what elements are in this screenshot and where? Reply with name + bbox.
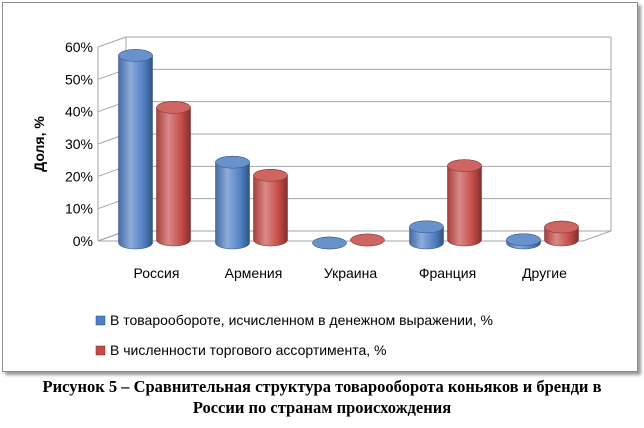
bar-top-Россия-series-1 (118, 49, 153, 62)
y-tick-label: 50% (65, 71, 93, 87)
caption-line-2: России по странам происхождения (192, 398, 452, 417)
bar-top-Украина-series-1 (312, 236, 347, 250)
y-tick-label: 10% (65, 201, 93, 217)
y-tick-label: 60% (65, 39, 93, 55)
bar-Россия-series-2 (156, 101, 191, 247)
x-tick-label-Армения: Армения (225, 265, 283, 281)
bar-top-Другие-series-1 (506, 233, 541, 247)
chart-plot: 0% 10% 20% 30% 40% 50% 60% Доля, % Россия Армения… (31, 36, 612, 358)
bar-top-Армения-series-2 (253, 169, 288, 182)
bar-Россия-series-1 (118, 49, 153, 250)
legend-label-series-2: В численности торгового ассортимента, % (110, 342, 386, 358)
x-tick-label-Франция: Франция (419, 265, 476, 281)
figure-caption: Рисунок 5 – Сравнительная структура това… (0, 376, 644, 418)
y-axis-title: Доля, % (31, 116, 47, 172)
bar-top-Франция-series-2 (447, 159, 482, 172)
x-tick-label-Украина: Украина (324, 265, 378, 281)
bar-top-Украина-series-2 (350, 233, 385, 247)
x-tick-label-Россия: Россия (134, 265, 180, 281)
legend-swatch-series-1 (95, 315, 106, 326)
bar-Франция-series-2 (447, 159, 482, 247)
y-tick-label: 20% (65, 168, 93, 184)
bar-Армения-series-1 (215, 155, 250, 250)
chart-frame: 0% 10% 20% 30% 40% 50% 60% Доля, % Россия Армения… (2, 2, 638, 372)
bar-top-Другие-series-2 (544, 220, 579, 234)
y-tick-label: 0% (73, 233, 93, 249)
bar-top-Армения-series-1 (215, 155, 250, 169)
y-tick-label: 40% (65, 104, 93, 120)
legend-swatch-series-2 (95, 345, 106, 356)
bar-top-Франция-series-1 (409, 220, 444, 234)
y-tick-label: 30% (65, 136, 93, 152)
x-tick-label-Другие: Другие (522, 265, 567, 281)
caption-line-1: Рисунок 5 – Сравнительная структура това… (42, 377, 602, 396)
bar-top-Россия-series-2 (156, 101, 191, 114)
side-gridline (97, 36, 127, 48)
legend-label-series-1: В товарообороте, исчисленном в денежном … (110, 312, 493, 328)
